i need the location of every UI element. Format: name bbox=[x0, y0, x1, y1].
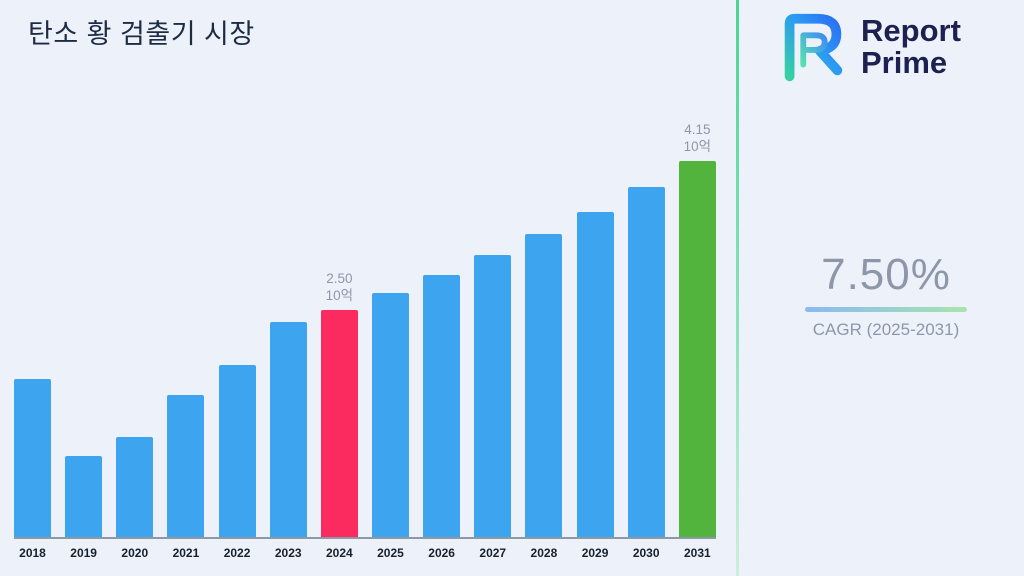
bar-2021 bbox=[167, 395, 205, 537]
x-tick-2026: 2026 bbox=[428, 546, 455, 560]
bar-2024 bbox=[320, 310, 358, 537]
x-tick-2031: 2031 bbox=[683, 546, 711, 560]
bar-column-2031: 4.15 10억 bbox=[678, 121, 716, 537]
x-tick-2022: 2022 bbox=[223, 546, 251, 560]
bar-column-2025 bbox=[371, 293, 409, 537]
x-tick-2028: 2028 bbox=[530, 546, 558, 560]
x-tick-2025: 2025 bbox=[377, 546, 404, 560]
bar-2018 bbox=[14, 379, 51, 537]
brand-name-line2: Prime bbox=[861, 45, 948, 80]
bar-2020 bbox=[116, 437, 154, 537]
x-tick-2027: 2027 bbox=[479, 546, 507, 560]
bar-2029 bbox=[576, 212, 614, 537]
cagr-underline bbox=[805, 307, 967, 312]
cagr-label: CAGR (2025-2031) bbox=[812, 320, 960, 339]
bar-value-label-2031: 4.15 10억 bbox=[683, 121, 712, 155]
vertical-divider bbox=[736, 0, 739, 576]
bar-2019 bbox=[65, 456, 103, 537]
bar-2031 bbox=[678, 161, 716, 537]
brand-logo: Report Prime bbox=[774, 8, 961, 86]
bar-column-2028 bbox=[525, 234, 563, 537]
x-tick-2019: 2019 bbox=[70, 546, 97, 560]
cagr-value: 7.50% bbox=[821, 250, 951, 299]
bar-2022 bbox=[218, 365, 256, 537]
x-tick-2020: 2020 bbox=[121, 546, 149, 560]
bar-2028 bbox=[525, 234, 563, 537]
bar-2025 bbox=[371, 293, 409, 537]
chart-plot: 2.50 10억 4.15 10억 bbox=[14, 120, 716, 539]
bar-column-2027 bbox=[474, 255, 512, 537]
bar-column-2026 bbox=[423, 275, 461, 537]
bar-column-2020 bbox=[116, 437, 154, 537]
x-tick-2024: 2024 bbox=[325, 546, 353, 560]
bar-column-2022 bbox=[218, 365, 256, 537]
bar-column-2018 bbox=[14, 379, 51, 537]
bar-2030 bbox=[627, 187, 665, 537]
cagr-stat: 7.50% CAGR (2025-2031) bbox=[756, 250, 1016, 340]
bar-column-2030 bbox=[627, 187, 665, 537]
bar-column-2019 bbox=[65, 456, 103, 537]
page-title: 탄소 황 검출기 시장 bbox=[28, 19, 255, 49]
bar-column-2021 bbox=[167, 395, 205, 537]
bar-2026 bbox=[423, 275, 461, 537]
x-tick-2018: 2018 bbox=[19, 546, 46, 560]
brand-name-line1: Report bbox=[861, 12, 961, 48]
bar-2027 bbox=[474, 255, 512, 537]
bar-2023 bbox=[269, 322, 307, 537]
x-tick-2029: 2029 bbox=[581, 546, 609, 560]
brand-name: Report Prime bbox=[861, 12, 961, 80]
x-tick-2021: 2021 bbox=[172, 546, 200, 560]
report-prime-logo-icon bbox=[784, 13, 843, 82]
x-tick-2030: 2030 bbox=[632, 546, 660, 560]
bar-chart: 2.50 10억 4.15 10억 2018 2019 2020 2021 2022 2023 2… bbox=[14, 120, 716, 560]
chart-xaxis: 2018 2019 2020 2021 2022 2023 2024 2025 2026 2027… bbox=[14, 546, 716, 560]
bar-column-2024: 2.50 10억 bbox=[320, 270, 358, 537]
bar-column-2029 bbox=[576, 212, 614, 537]
x-tick-2023: 2023 bbox=[274, 546, 302, 560]
bar-column-2023 bbox=[269, 322, 307, 537]
bar-value-label-2024: 2.50 10억 bbox=[325, 270, 354, 304]
